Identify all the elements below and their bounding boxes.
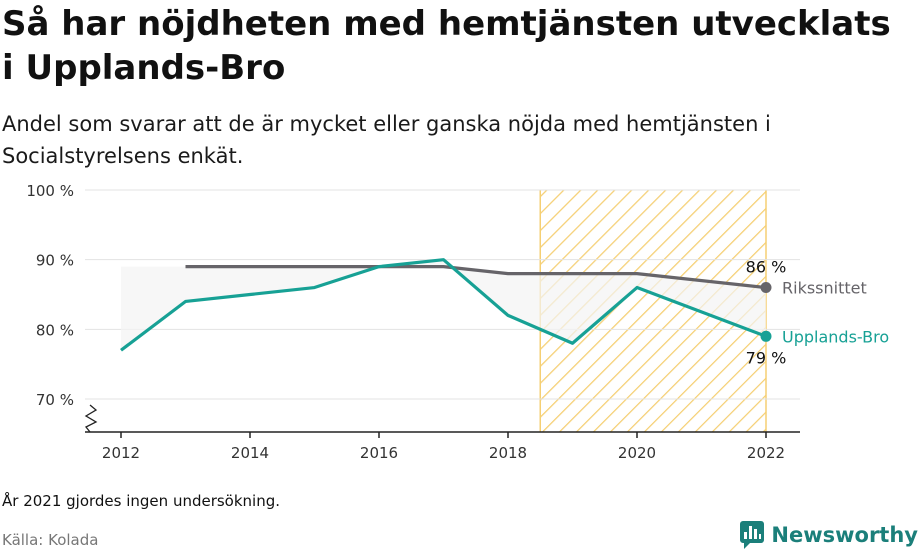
end-point-rikssnittet <box>760 282 772 294</box>
value-label-rikssnittet: 86 % <box>746 258 787 277</box>
source-text: Källa: Kolada <box>2 531 99 549</box>
x-tick-label: 2022 <box>747 444 785 462</box>
line-chart: 70 % 80 % 90 % 100 % 2012 2014 2016 2018 2020 20… <box>26 182 889 462</box>
axis-break-icon <box>84 404 98 433</box>
chart-title: Så har nöjdheten med hemtjänsten utveckl… <box>2 4 891 88</box>
y-tick-label: 90 % <box>36 252 74 270</box>
y-tick-label: 100 % <box>26 182 74 200</box>
chart-subtitle: Andel som svarar att de är mycket eller … <box>2 112 771 168</box>
series-name-rikssnittet: Rikssnittet <box>782 279 867 298</box>
value-label-upplands-bro: 79 % <box>746 348 787 367</box>
x-tick-label: 2018 <box>489 444 527 462</box>
series-gap-band <box>121 259 766 351</box>
series-line-upplands-bro <box>120 258 767 352</box>
brand-name: Newsworthy <box>771 523 918 547</box>
footnote: År 2021 gjordes ingen undersökning. <box>2 492 281 510</box>
end-point-upplands-bro <box>760 330 772 342</box>
y-tick-label: 70 % <box>36 391 74 409</box>
x-tick-label: 2014 <box>231 444 269 462</box>
x-tick-label: 2016 <box>360 444 398 462</box>
brand-logo: Newsworthy <box>739 520 918 550</box>
y-tick-label: 80 % <box>36 321 74 339</box>
x-tick-label: 2012 <box>102 444 140 462</box>
newsworthy-logo-icon <box>740 521 765 549</box>
series-name-upplands-bro: Upplands-Bro <box>782 327 889 346</box>
series-line-rikssnittet <box>185 265 767 290</box>
x-tick-label: 2020 <box>618 444 656 462</box>
